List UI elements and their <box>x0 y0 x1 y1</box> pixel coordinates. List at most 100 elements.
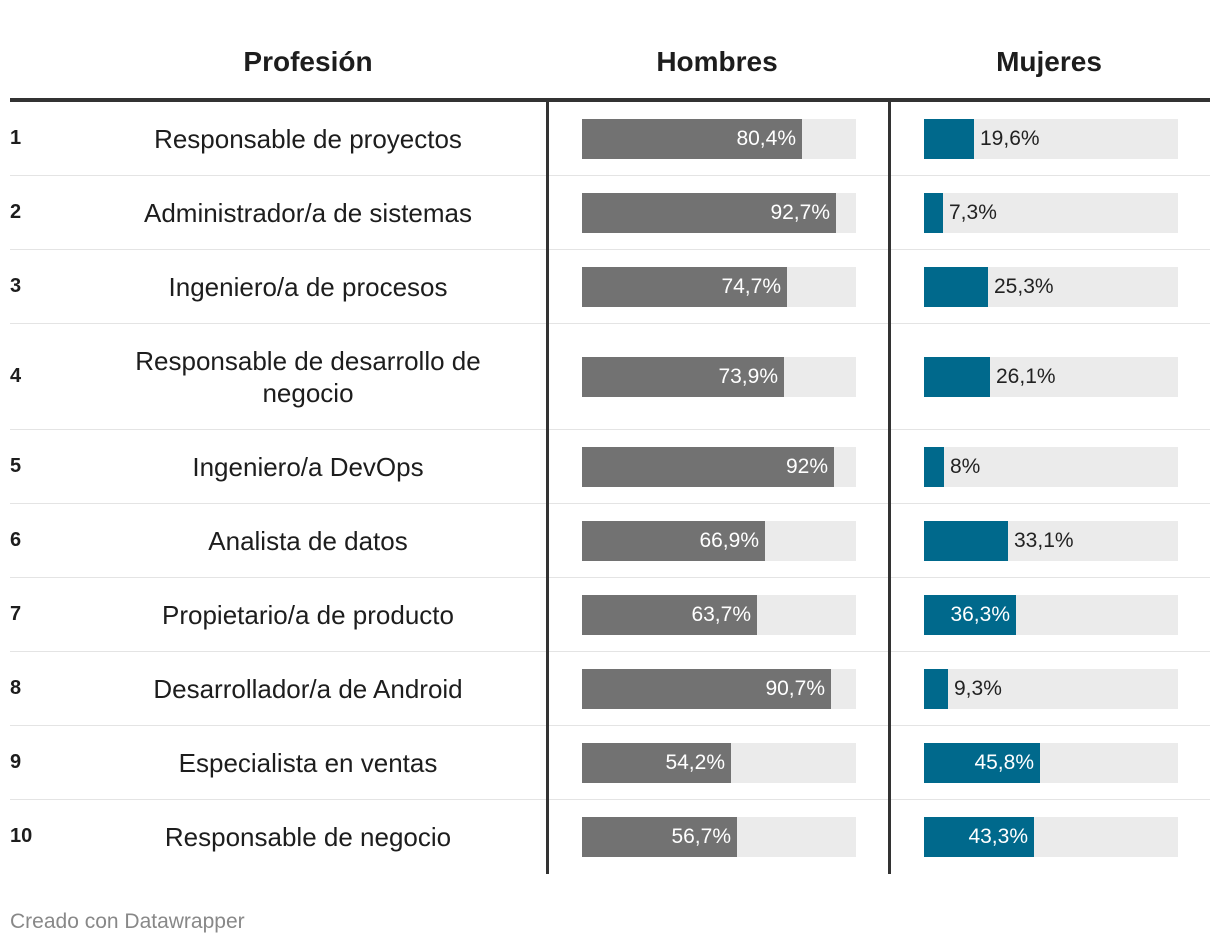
profession-label: Ingeniero/a DevOps <box>192 451 424 482</box>
men-bar[interactable] <box>582 816 737 857</box>
men-bar[interactable] <box>582 356 784 397</box>
women-bar[interactable] <box>924 118 974 159</box>
women-bar-track: 45,8% <box>924 742 1178 783</box>
row-rank: 2 <box>10 201 22 223</box>
column-divider <box>546 324 549 430</box>
column-divider <box>888 250 891 324</box>
row-rank: 6 <box>10 529 22 551</box>
men-bar[interactable] <box>582 520 765 561</box>
men-value-label: 90,7% <box>765 676 825 700</box>
column-divider <box>546 102 549 176</box>
table-body: 1 Responsable de proyectos 80,4% 19,6% 2 Admi… <box>10 102 1210 874</box>
women-bar[interactable] <box>924 266 988 307</box>
men-bar-track: 63,7% <box>582 594 856 635</box>
profession-label: Analista de datos <box>208 525 408 556</box>
men-bar[interactable] <box>582 668 831 709</box>
row-profession: Administrador/a de sistemas <box>108 176 508 249</box>
profession-label: Administrador/a de sistemas <box>143 197 473 228</box>
women-bar[interactable] <box>924 742 1040 783</box>
women-bar[interactable] <box>924 668 948 709</box>
row-rank: 7 <box>10 603 22 625</box>
column-divider <box>888 578 891 652</box>
men-bar-track: 74,7% <box>582 266 856 307</box>
footer-credit[interactable]: Creado con Datawrapper <box>10 910 245 933</box>
women-value-label: 8% <box>950 454 981 478</box>
women-bar-track: 19,6% <box>924 118 1178 159</box>
profession-label: Desarrollador/a de Android <box>153 673 463 704</box>
column-divider <box>888 800 891 874</box>
header-women[interactable]: Mujeres <box>996 46 1102 77</box>
row-profession: Ingeniero/a de procesos <box>108 250 508 323</box>
men-bar-track: 56,7% <box>582 816 856 857</box>
women-bar-track: 33,1% <box>924 520 1178 561</box>
men-bar-track: 66,9% <box>582 520 856 561</box>
women-value-label: 9,3% <box>954 676 1002 700</box>
women-value-label: 19,6% <box>980 126 1040 150</box>
table-row: 3 Ingeniero/a de procesos 74,7% 25,3% <box>10 250 1210 324</box>
women-bar[interactable] <box>924 356 990 397</box>
men-bar[interactable] <box>582 594 757 635</box>
women-bar[interactable] <box>924 192 943 233</box>
men-bar-track: 92% <box>582 446 856 487</box>
women-value-label: 25,3% <box>994 274 1054 298</box>
men-bar-track: 92,7% <box>582 192 856 233</box>
table-row: 7 Propietario/a de producto 63,7% 36,3% <box>10 578 1210 652</box>
column-divider <box>888 176 891 250</box>
header-profession[interactable]: Profesión <box>243 46 373 77</box>
men-bar[interactable] <box>582 742 731 783</box>
table-row: 9 Especialista en ventas 54,2% 45,8% <box>10 726 1210 800</box>
women-bar-track: 36,3% <box>924 594 1178 635</box>
men-value-label: 74,7% <box>721 274 781 298</box>
men-value-label: 73,9% <box>718 364 778 388</box>
table-row: 10 Responsable de negocio 56,7% 43,3% <box>10 800 1210 874</box>
table-row: 6 Analista de datos 66,9% 33,1% <box>10 504 1210 578</box>
column-divider <box>888 652 891 726</box>
men-value-label: 80,4% <box>736 126 796 150</box>
men-value-label: 63,7% <box>691 602 751 626</box>
row-profession: Analista de datos <box>108 504 508 577</box>
column-divider <box>888 324 891 430</box>
women-bar[interactable] <box>924 594 1016 635</box>
profession-label: Responsable de desarrollo de negocio <box>135 345 481 408</box>
women-bar-track: 8% <box>924 446 1178 487</box>
men-bar[interactable] <box>582 446 834 487</box>
row-profession: Especialista en ventas <box>108 726 508 799</box>
column-divider <box>888 102 891 176</box>
women-bar[interactable] <box>924 520 1008 561</box>
column-divider <box>546 800 549 874</box>
column-divider <box>546 652 549 726</box>
men-value-label: 92,7% <box>770 200 830 224</box>
table-row: 5 Ingeniero/a DevOps 92% 8% <box>10 430 1210 504</box>
profession-label: Responsable de negocio <box>164 821 452 852</box>
row-rank: 5 <box>10 455 22 477</box>
row-profession: Propietario/a de producto <box>108 578 508 651</box>
row-rank: 10 <box>10 825 33 847</box>
women-bar-track: 25,3% <box>924 266 1178 307</box>
column-divider <box>888 504 891 578</box>
row-profession: Responsable de proyectos <box>108 102 508 175</box>
men-bar-track: 90,7% <box>582 668 856 709</box>
profession-label: Ingeniero/a de procesos <box>168 271 448 302</box>
row-rank: 9 <box>10 751 22 773</box>
column-divider <box>888 430 891 504</box>
column-divider <box>546 250 549 324</box>
profession-label: Propietario/a de producto <box>162 599 454 630</box>
row-profession: Ingeniero/a DevOps <box>108 430 508 503</box>
women-bar-track: 7,3% <box>924 192 1178 233</box>
column-divider <box>546 578 549 652</box>
data-table: Profesión Hombres Mujeres 1 Responsable d… <box>10 28 1210 874</box>
row-rank: 8 <box>10 677 22 699</box>
men-bar[interactable] <box>582 118 802 159</box>
women-value-label: 7,3% <box>949 200 997 224</box>
women-bar[interactable] <box>924 816 1034 857</box>
men-bar[interactable] <box>582 266 787 307</box>
profession-label: Responsable de proyectos <box>154 123 462 154</box>
men-bar-track: 80,4% <box>582 118 856 159</box>
header-men[interactable]: Hombres <box>656 46 778 77</box>
women-bar[interactable] <box>924 446 944 487</box>
men-bar[interactable] <box>582 192 836 233</box>
women-bar-track: 43,3% <box>924 816 1178 857</box>
table-row: 4 Responsable de desarrollo de negocio 73,… <box>10 324 1210 430</box>
column-divider <box>888 726 891 800</box>
men-value-label: 54,2% <box>665 750 725 774</box>
